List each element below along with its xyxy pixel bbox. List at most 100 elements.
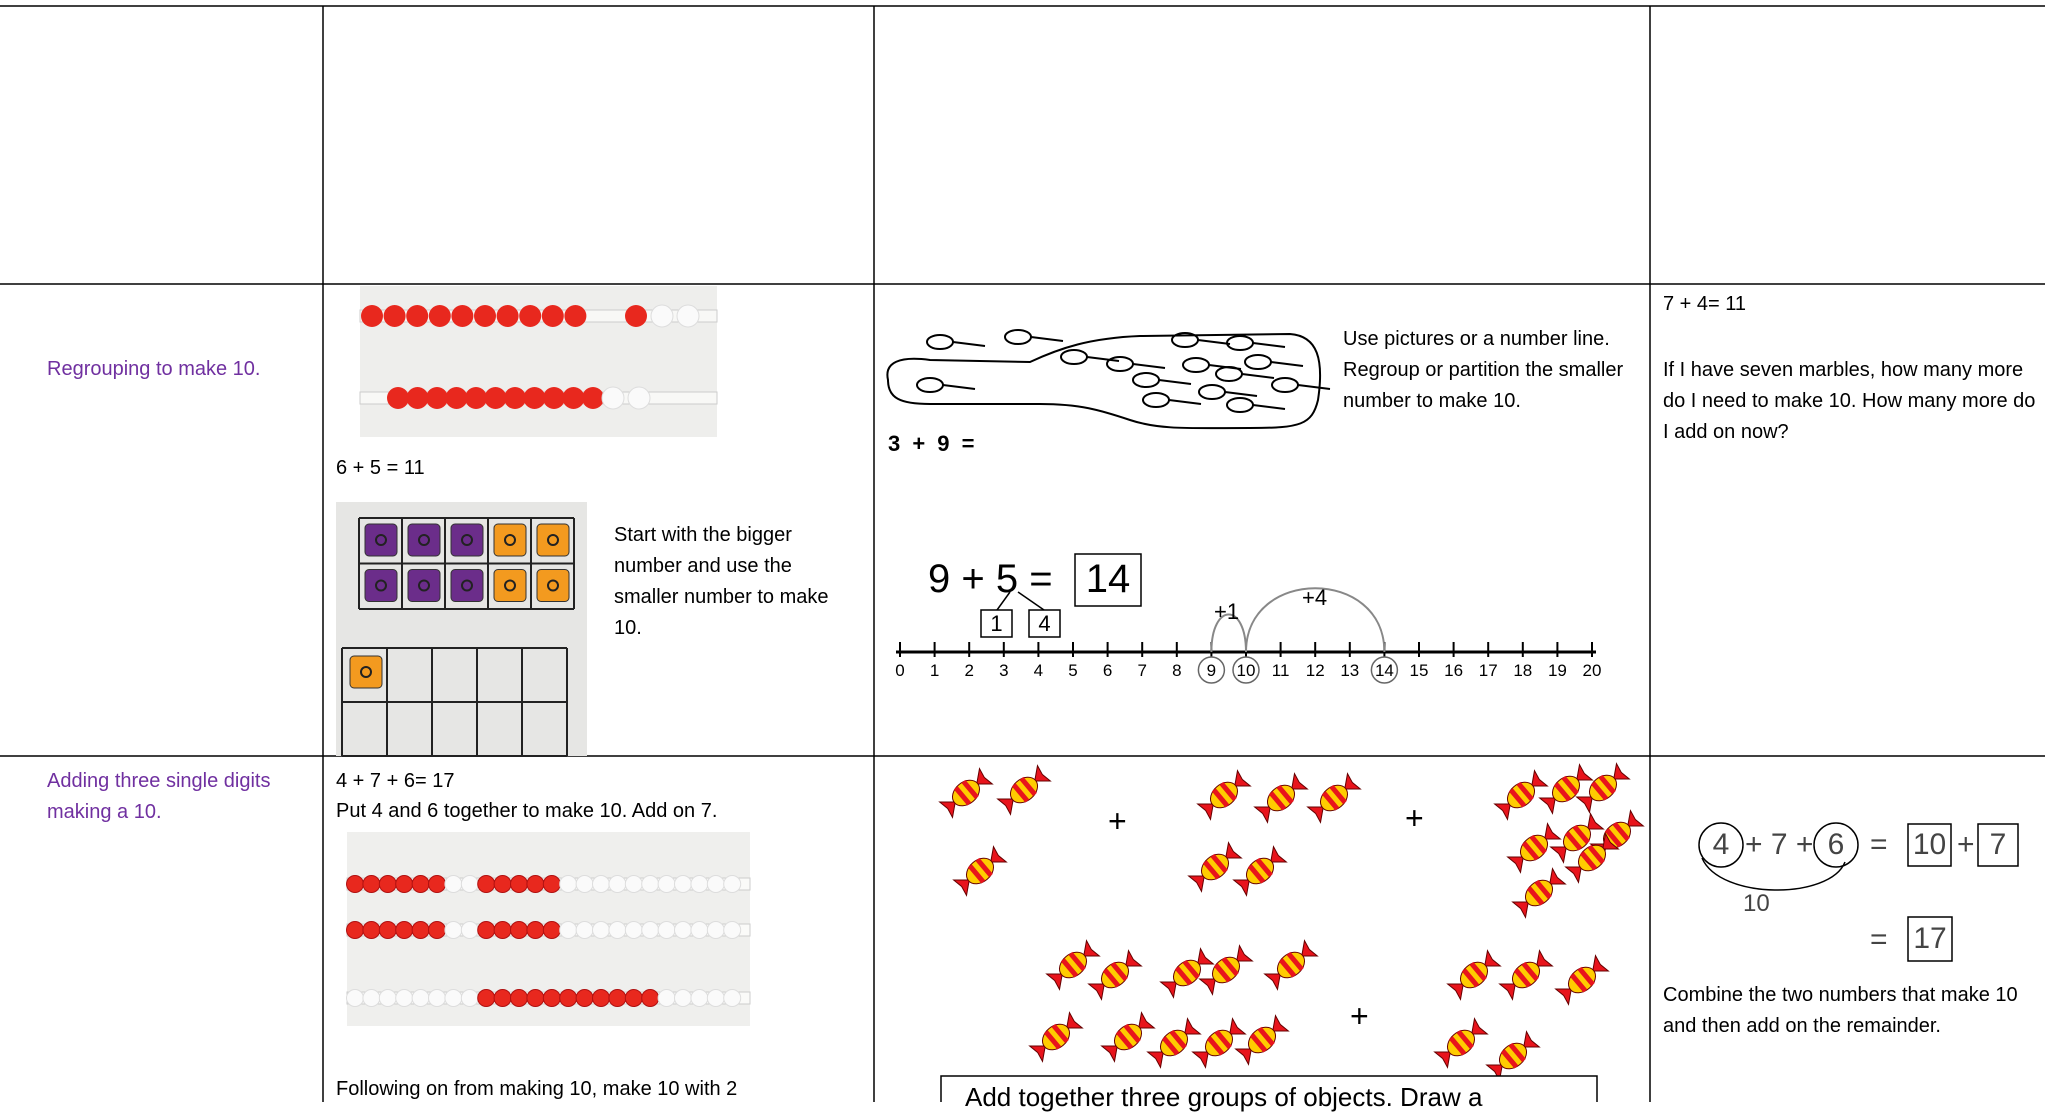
pin-stick <box>1241 373 1275 379</box>
bead <box>723 989 742 1007</box>
bead <box>676 304 700 328</box>
circle-mark <box>1232 656 1260 684</box>
bead <box>395 875 414 893</box>
bead <box>608 989 627 1007</box>
bead <box>406 305 429 327</box>
candy <box>1538 763 1594 815</box>
pin-stick <box>1158 379 1192 385</box>
bead <box>601 386 625 410</box>
tick-label: 17 <box>1479 661 1498 680</box>
bead <box>706 989 725 1007</box>
total: 17 <box>1913 922 1947 955</box>
candy <box>1159 947 1215 999</box>
pin-head <box>1106 356 1134 372</box>
equation: 4 + 7 + 6= 17 <box>336 770 455 792</box>
jump-label: +1 <box>1214 599 1240 624</box>
tick-label: 15 <box>1410 661 1429 680</box>
bead <box>477 921 496 939</box>
candy <box>1234 1014 1290 1066</box>
candy <box>1187 841 1243 893</box>
tick-label: 6 <box>1103 661 1112 680</box>
tick-label: 2 <box>964 661 973 680</box>
bead <box>428 875 446 893</box>
candy <box>1253 772 1309 824</box>
bead <box>383 305 406 327</box>
cube-hole <box>418 579 430 592</box>
bead <box>444 921 463 939</box>
candy-groups <box>938 762 1645 1082</box>
tick-label: 0 <box>895 661 904 680</box>
cube <box>349 655 383 689</box>
bead <box>706 921 725 939</box>
bead <box>411 989 430 1007</box>
cube-hole <box>504 534 516 546</box>
bead <box>361 305 383 327</box>
tick-label: 16 <box>1444 661 1463 680</box>
pin-stick <box>1030 336 1064 342</box>
cube-hole <box>360 666 372 678</box>
pin-head <box>1215 366 1243 382</box>
bead <box>526 989 545 1007</box>
bead <box>406 387 429 409</box>
bead <box>477 875 496 893</box>
bead <box>411 921 430 939</box>
term: 4 <box>1712 828 1730 861</box>
candy <box>1554 954 1610 1006</box>
equation-boxes <box>980 553 2019 962</box>
plus: + <box>1405 800 1424 836</box>
tick-label: 14 <box>1375 661 1394 680</box>
hand-drawing <box>886 329 1331 430</box>
tick-label: 9 <box>1207 661 1216 680</box>
bead <box>559 989 578 1007</box>
pin-head <box>1182 357 1210 373</box>
bead <box>723 875 742 893</box>
bead <box>608 921 627 939</box>
candy <box>1446 949 1502 1001</box>
pin-stick <box>1168 399 1202 405</box>
bead <box>526 921 545 939</box>
bead <box>575 989 594 1007</box>
bead <box>625 305 647 327</box>
bead <box>346 875 364 893</box>
part: 4 <box>1038 611 1051 636</box>
cube-hole <box>461 534 473 546</box>
bead <box>362 875 381 893</box>
candy <box>1485 1030 1541 1082</box>
note: Put 4 and 6 together to make 10. Add on … <box>336 800 718 822</box>
candy <box>1045 939 1101 991</box>
bead <box>519 305 542 327</box>
bead <box>428 921 446 939</box>
cube <box>407 523 441 557</box>
bead <box>543 387 565 409</box>
candy <box>1263 939 1319 991</box>
cube-hole <box>375 579 387 592</box>
cube-hole <box>461 579 473 592</box>
candy <box>1306 772 1362 824</box>
bead <box>362 989 381 1007</box>
circle-mark <box>1370 656 1399 684</box>
bead <box>426 387 448 409</box>
bead <box>411 875 430 893</box>
pin-stick <box>1132 363 1166 369</box>
candy <box>1191 1017 1247 1069</box>
bead <box>541 305 564 327</box>
bead <box>428 989 446 1007</box>
cube-hole <box>547 534 559 546</box>
bead <box>690 921 709 939</box>
bead <box>575 875 594 893</box>
bead <box>608 875 627 893</box>
cube <box>450 569 484 602</box>
bead <box>504 387 526 409</box>
cube <box>407 569 441 602</box>
term: + 7 + <box>1745 828 1814 861</box>
candy <box>1100 1011 1156 1063</box>
bead <box>493 875 512 893</box>
bead <box>474 305 496 327</box>
tick-label: 4 <box>1034 661 1043 680</box>
bead <box>624 989 643 1007</box>
cube <box>364 569 398 602</box>
pin-head <box>1142 392 1170 408</box>
bead-string-photo <box>346 832 751 1026</box>
